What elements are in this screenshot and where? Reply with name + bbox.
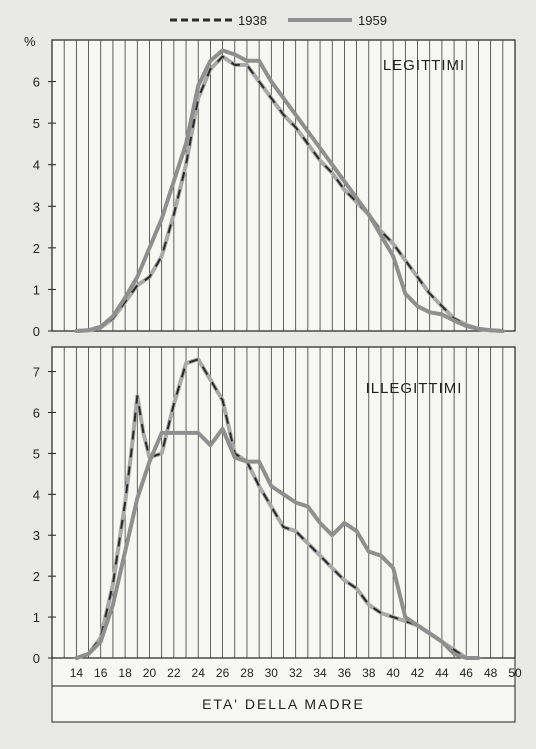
y-unit-label: % bbox=[24, 34, 36, 49]
x-tick-label: 44 bbox=[435, 666, 449, 680]
y-tick-label: 6 bbox=[33, 405, 40, 420]
x-tick-label: 42 bbox=[411, 666, 425, 680]
x-tick-strip bbox=[51, 657, 516, 687]
x-tick-label: 20 bbox=[143, 666, 157, 680]
x-tick-label: 28 bbox=[240, 666, 254, 680]
y-tick-label: 7 bbox=[33, 365, 40, 380]
y-tick-label: 0 bbox=[33, 651, 40, 666]
x-axis-label: ETA' DELLA MADRE bbox=[202, 696, 365, 712]
y-tick-label: 3 bbox=[33, 199, 40, 214]
x-tick-label: 50 bbox=[508, 666, 522, 680]
x-tick-label: 16 bbox=[94, 666, 108, 680]
x-tick-label: 36 bbox=[338, 666, 352, 680]
y-tick-label: 0 bbox=[33, 324, 40, 339]
y-tick-label: 4 bbox=[33, 158, 40, 173]
y-tick-label: 2 bbox=[33, 241, 40, 256]
x-tick-label: 24 bbox=[192, 666, 206, 680]
x-tick-label: 22 bbox=[167, 666, 181, 680]
x-tick-label: 38 bbox=[362, 666, 376, 680]
x-tick-label: 46 bbox=[460, 666, 474, 680]
x-tick-label: 34 bbox=[313, 666, 327, 680]
y-tick-label: 6 bbox=[33, 75, 40, 90]
series-dash-1938 bbox=[76, 358, 467, 659]
x-tick-label: 32 bbox=[289, 666, 303, 680]
legend-label-1959: 1959 bbox=[358, 13, 387, 28]
y-tick-label: 4 bbox=[33, 487, 40, 502]
legend-label-1938: 1938 bbox=[238, 13, 267, 28]
x-tick-label: 14 bbox=[70, 666, 84, 680]
panel-title: ILLEGITTIMI bbox=[366, 380, 463, 397]
x-tick-label: 30 bbox=[265, 666, 279, 680]
y-tick-label: 2 bbox=[33, 569, 40, 584]
x-tick-label: 48 bbox=[484, 666, 498, 680]
panel-title: LEGITTIMI bbox=[383, 57, 465, 74]
x-tick-label: 18 bbox=[118, 666, 132, 680]
x-tick-label: 40 bbox=[386, 666, 400, 680]
y-tick-label: 5 bbox=[33, 116, 40, 131]
x-label-box bbox=[51, 685, 516, 723]
series-line-1959 bbox=[74, 426, 481, 660]
x-tick-label: 26 bbox=[216, 666, 230, 680]
series-dash-1938 bbox=[76, 55, 503, 332]
series-line-1959 bbox=[74, 48, 505, 333]
y-tick-label: 1 bbox=[33, 282, 40, 297]
y-tick-label: 5 bbox=[33, 446, 40, 461]
y-tick-label: 1 bbox=[33, 610, 40, 625]
y-tick-label: 3 bbox=[33, 528, 40, 543]
